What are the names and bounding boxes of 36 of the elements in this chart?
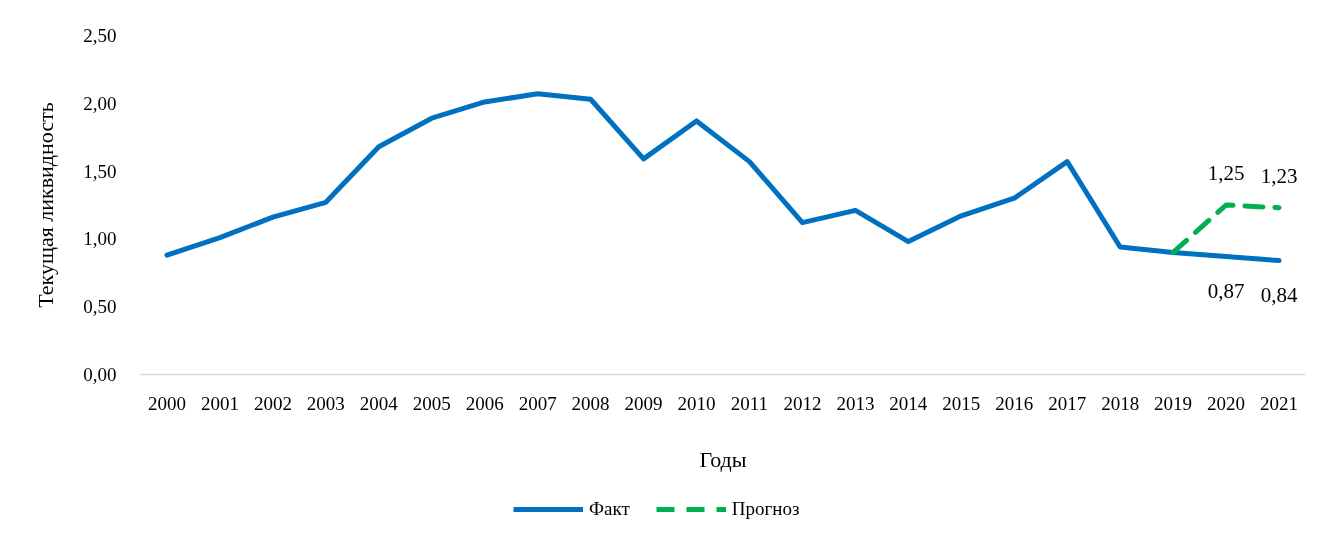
legend-label: Прогноз [731,498,800,520]
x-tick-label: 2014 [889,392,928,414]
y-axis-title: Текущая ликвидность [33,102,59,308]
x-tick-label: 2013 [836,392,875,414]
data-label: 0,87 [1207,278,1245,303]
data-label: 0,84 [1260,282,1298,307]
x-tick-label: 2004 [359,392,399,414]
x-tick-label: 2008 [571,392,610,414]
x-tick-label: 2019 [1154,392,1193,414]
x-tick-label: 2009 [624,392,663,414]
x-tick-label: 2007 [518,392,557,414]
x-tick-label: 2001 [200,392,239,414]
y-tick-label: 2,00 [83,92,117,114]
x-tick-label: 2006 [465,392,504,414]
x-tick-label: 2002 [253,392,292,414]
x-tick-label: 2020 [1207,392,1246,414]
x-axis-title: Годы [699,446,747,472]
y-tick-label: 0,00 [83,364,117,385]
legend-label: Факт [589,498,630,520]
x-tick-label: 2021 [1260,392,1299,414]
x-tick-label: 2017 [1048,392,1087,414]
y-tick-label: 1,50 [83,160,117,182]
x-tick-label: 2016 [995,392,1034,414]
x-tick-label: 2003 [306,392,345,414]
data-label: 1,25 [1207,161,1245,185]
x-tick-label: 2005 [412,392,451,414]
y-tick-label: 1,00 [83,228,117,250]
y-tick-label: 0,50 [83,296,117,318]
x-tick-label: 2015 [942,392,981,414]
x-tick-label: 2012 [783,392,822,414]
x-tick-label: 2011 [730,392,769,414]
data-label: 1,23 [1260,163,1298,188]
x-tick-label: 2018 [1101,392,1140,414]
x-tick-label: 2000 [147,392,186,414]
y-tick-label: 2,50 [83,25,117,46]
x-tick-label: 2010 [677,392,716,414]
